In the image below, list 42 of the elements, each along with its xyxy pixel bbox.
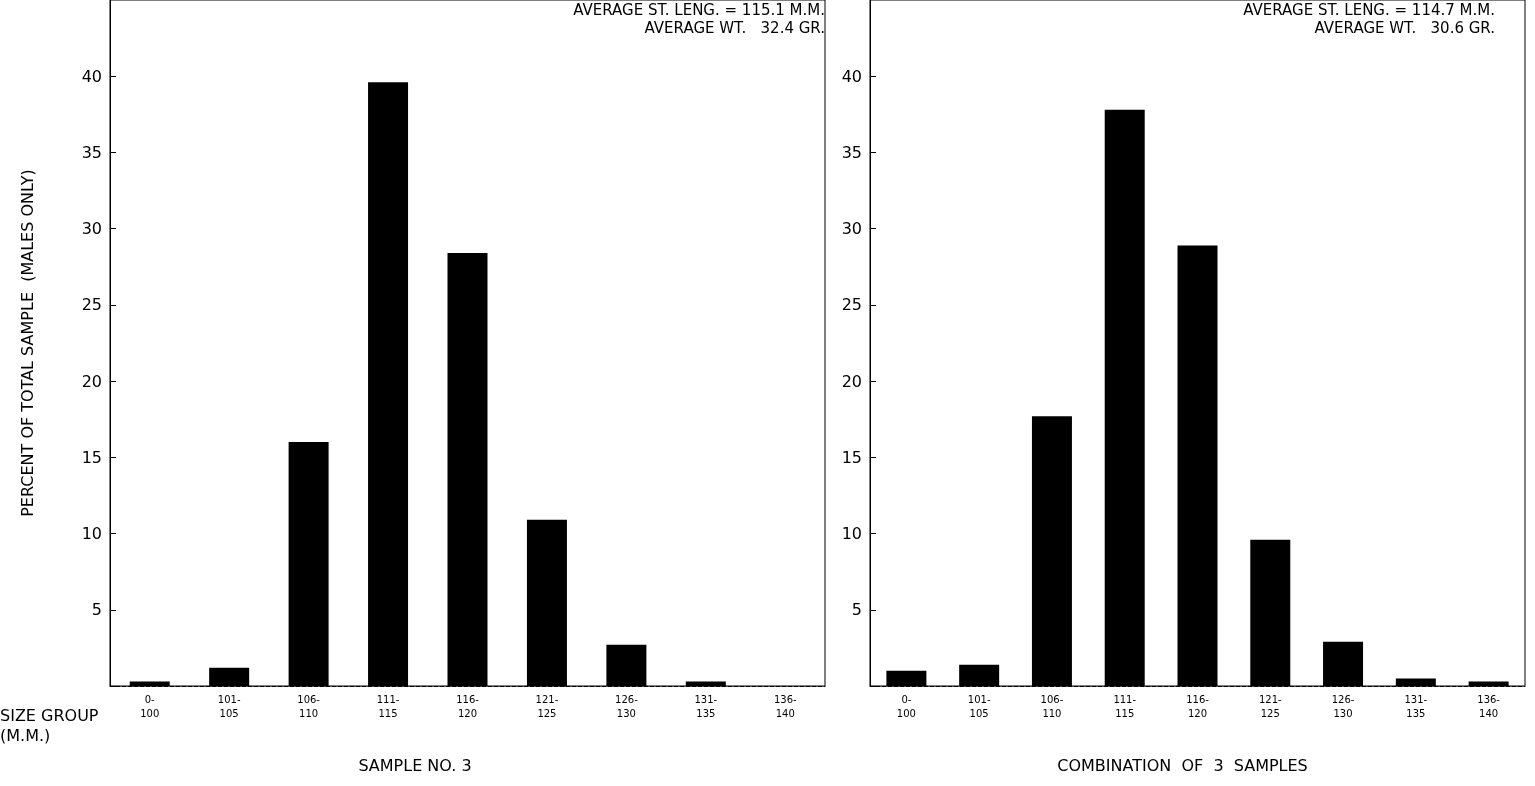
y-tick-label: 30	[81, 219, 102, 239]
annotation: AVERAGE ST. LENG. = 115.1 M.M.	[573, 0, 825, 19]
x-tick-label: 116- 120	[456, 693, 480, 719]
x-tick-label: 131- 135	[694, 693, 718, 719]
y-axis-title: PERCENT OF TOTAL SAMPLE (MALES ONLY)	[17, 169, 37, 517]
x-tick-label: 101- 105	[967, 693, 991, 719]
x-tick-label: 136- 140	[1477, 693, 1501, 719]
x-tick-label: 0- 100	[140, 693, 160, 719]
y-tick-label: 20	[81, 371, 102, 391]
text: SAMPLE NO. 3	[358, 755, 472, 775]
y-tick-label: 15	[841, 447, 862, 467]
y-tick-label: 30	[841, 219, 862, 239]
y-tick-label: 35	[841, 142, 862, 162]
y-tick-label: 5	[851, 600, 862, 620]
x-tick-label: 106- 110	[1040, 693, 1064, 719]
x-tick-label: 136- 140	[773, 693, 798, 719]
y-tick-label: 10	[81, 524, 102, 544]
y-tick-label: 10	[841, 524, 862, 544]
x-tick-label: 111- 115	[1113, 693, 1137, 719]
y-tick-label: 25	[81, 295, 102, 315]
x-tick-label: 111- 115	[376, 693, 400, 719]
y-tick-label: 35	[81, 142, 102, 162]
x-axis-title: SIZE GROUP (M.M.)	[0, 705, 99, 745]
y-tick-label: 15	[81, 447, 102, 467]
y-tick-label: 20	[841, 371, 862, 391]
x-tick-label: 121- 125	[535, 693, 559, 719]
annotation: AVERAGE WT. 32.4 GR.	[644, 18, 826, 37]
y-tick-label: 25	[841, 295, 862, 315]
annotation: AVERAGE WT. 30.6 GR.	[1314, 18, 1496, 37]
text: COMBINATION OF 3 SAMPLES	[1057, 755, 1308, 775]
y-tick-label: 40	[841, 66, 862, 86]
x-tick-label: 126- 130	[615, 693, 639, 719]
y-tick-label: 5	[91, 600, 102, 620]
x-tick-label: 106- 110	[297, 693, 321, 719]
x-tick-label: 131- 135	[1404, 693, 1428, 719]
x-tick-label: 121- 125	[1258, 693, 1283, 719]
x-tick-label: 116- 120	[1186, 693, 1210, 719]
x-tick-label: 0- 100	[896, 693, 916, 719]
y-tick-label: 40	[81, 66, 102, 86]
x-tick-label: 126- 130	[1331, 693, 1355, 719]
annotation: AVERAGE ST. LENG. = 114.7 M.M.	[1243, 0, 1495, 19]
x-tick-label: 101- 105	[217, 693, 241, 719]
